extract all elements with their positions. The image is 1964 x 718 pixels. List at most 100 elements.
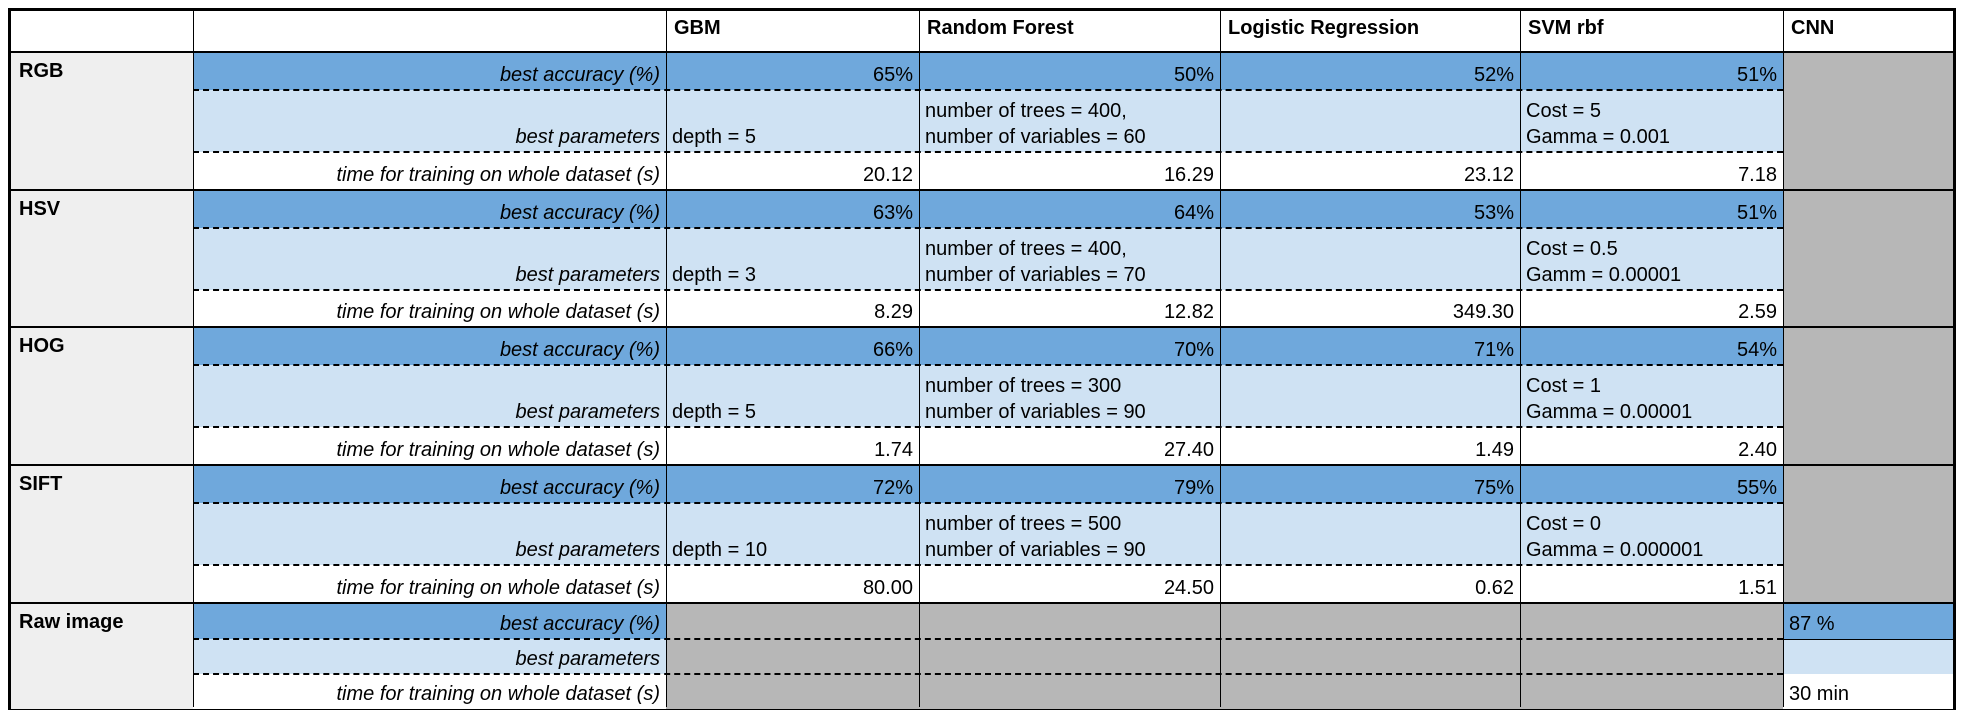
grid-line bbox=[193, 364, 1783, 366]
cnn-value: 30 min bbox=[1783, 674, 1953, 709]
parameter-line: number of variables = 90 bbox=[925, 401, 1146, 423]
parameter-line: Cost = 5 bbox=[1526, 100, 1602, 122]
group-label: HSV bbox=[11, 190, 193, 327]
parameter-cell: depth = 10 bbox=[666, 503, 919, 565]
parameter-cell: number of trees = 400, number of variable… bbox=[919, 228, 1220, 290]
grid-line bbox=[11, 602, 1953, 604]
cnn-not-applicable bbox=[1783, 52, 1953, 190]
accuracy-value: 65% bbox=[666, 52, 919, 90]
time-value: 27.40 bbox=[919, 427, 1220, 465]
time-value: 0.62 bbox=[1220, 565, 1520, 603]
metric-label: best parameters bbox=[193, 503, 666, 565]
time-value: 12.82 bbox=[919, 290, 1220, 327]
accuracy-value: 53% bbox=[1220, 190, 1520, 228]
parameter-line: number of trees = 500 bbox=[925, 513, 1122, 535]
parameter-cell: Cost = 1 Gamma = 0.00001 bbox=[1520, 365, 1783, 427]
grid-line bbox=[666, 11, 667, 707]
parameter-cell bbox=[1220, 228, 1520, 290]
grid-line bbox=[193, 564, 1783, 566]
accuracy-value: 64% bbox=[919, 190, 1220, 228]
grid-line bbox=[11, 326, 1953, 328]
column-header: SVM rbf bbox=[1520, 11, 1783, 52]
accuracy-value: 63% bbox=[666, 190, 919, 228]
accuracy-value: 51% bbox=[1520, 52, 1783, 90]
metric-label: best parameters bbox=[193, 365, 666, 427]
parameter-line: Gamma = 0.000001 bbox=[1526, 539, 1704, 561]
parameter-cell: Cost = 0 Gamma = 0.000001 bbox=[1520, 503, 1783, 565]
parameter-line: Cost = 0 bbox=[1526, 513, 1602, 535]
accuracy-value: 72% bbox=[666, 465, 919, 503]
accuracy-value: 79% bbox=[919, 465, 1220, 503]
grid-line bbox=[1220, 11, 1221, 707]
grid-line bbox=[193, 227, 1783, 229]
metric-label: best parameters bbox=[193, 639, 666, 674]
grid-line bbox=[919, 11, 920, 707]
cnn-not-applicable bbox=[1783, 465, 1953, 603]
parameter-line: Gamma = 0.001 bbox=[1526, 126, 1670, 148]
grid-line bbox=[193, 426, 1783, 428]
time-value: 20.12 bbox=[666, 152, 919, 190]
time-value: 1.49 bbox=[1220, 427, 1520, 465]
accuracy-value: 54% bbox=[1520, 327, 1783, 365]
time-value: 24.50 bbox=[919, 565, 1220, 603]
grid-line bbox=[1783, 639, 1953, 640]
model-not-applicable bbox=[1520, 603, 1783, 709]
grid-line bbox=[1783, 11, 1784, 707]
metric-label: best parameters bbox=[193, 90, 666, 152]
model-not-applicable bbox=[919, 603, 1220, 709]
parameter-line: number of variables = 60 bbox=[925, 126, 1146, 148]
metric-label: best accuracy (%) bbox=[193, 603, 666, 639]
column-header: Random Forest bbox=[919, 11, 1220, 52]
time-value: 349.30 bbox=[1220, 290, 1520, 327]
metric-label: time for training on whole dataset (s) bbox=[193, 427, 666, 465]
column-header bbox=[193, 11, 666, 52]
time-value: 7.18 bbox=[1520, 152, 1783, 190]
parameter-cell: number of trees = 300 number of variables… bbox=[919, 365, 1220, 427]
parameter-line: number of trees = 400, bbox=[925, 238, 1127, 260]
accuracy-value: 51% bbox=[1520, 190, 1783, 228]
parameter-line: Cost = 0.5 bbox=[1526, 238, 1618, 260]
parameter-cell bbox=[1220, 365, 1520, 427]
grid-line bbox=[193, 638, 1783, 640]
parameter-cell bbox=[1220, 90, 1520, 152]
parameter-line: number of variables = 90 bbox=[925, 539, 1146, 561]
parameter-cell: Cost = 0.5 Gamm = 0.00001 bbox=[1520, 228, 1783, 290]
parameter-line: depth = 5 bbox=[672, 126, 756, 148]
cnn-value bbox=[1783, 639, 1953, 674]
time-value: 8.29 bbox=[666, 290, 919, 327]
parameter-line: depth = 5 bbox=[672, 401, 756, 423]
grid-line bbox=[193, 11, 194, 707]
cnn-value-text: 87 % bbox=[1789, 613, 1835, 635]
parameter-cell: Cost = 5 Gamma = 0.001 bbox=[1520, 90, 1783, 152]
column-header bbox=[11, 11, 193, 52]
cnn-value-text: 30 min bbox=[1789, 683, 1850, 705]
parameter-line: number of variables = 70 bbox=[925, 264, 1146, 286]
accuracy-value: 66% bbox=[666, 327, 919, 365]
metric-label: best accuracy (%) bbox=[193, 465, 666, 503]
parameter-cell: depth = 3 bbox=[666, 228, 919, 290]
cnn-not-applicable bbox=[1783, 327, 1953, 465]
parameter-cell: depth = 5 bbox=[666, 365, 919, 427]
time-value: 1.74 bbox=[666, 427, 919, 465]
metric-label: time for training on whole dataset (s) bbox=[193, 152, 666, 190]
column-header: Logistic Regression bbox=[1220, 11, 1520, 52]
parameter-cell: number of trees = 500 number of variables… bbox=[919, 503, 1220, 565]
metric-label: time for training on whole dataset (s) bbox=[193, 290, 666, 327]
parameter-line: Cost = 1 bbox=[1526, 375, 1602, 397]
group-label: RGB bbox=[11, 52, 193, 190]
time-value: 16.29 bbox=[919, 152, 1220, 190]
parameter-line: depth = 10 bbox=[672, 539, 768, 561]
model-not-applicable bbox=[666, 603, 919, 709]
metric-label: best accuracy (%) bbox=[193, 52, 666, 90]
metric-label: time for training on whole dataset (s) bbox=[193, 674, 666, 709]
column-header: GBM bbox=[666, 11, 919, 52]
time-value: 2.40 bbox=[1520, 427, 1783, 465]
grid-line bbox=[1520, 11, 1521, 707]
accuracy-value: 55% bbox=[1520, 465, 1783, 503]
column-header: CNN bbox=[1783, 11, 1953, 52]
grid-line bbox=[193, 673, 1783, 675]
group-label: HOG bbox=[11, 327, 193, 465]
time-value: 80.00 bbox=[666, 565, 919, 603]
metric-label: best parameters bbox=[193, 228, 666, 290]
cnn-not-applicable bbox=[1783, 190, 1953, 327]
